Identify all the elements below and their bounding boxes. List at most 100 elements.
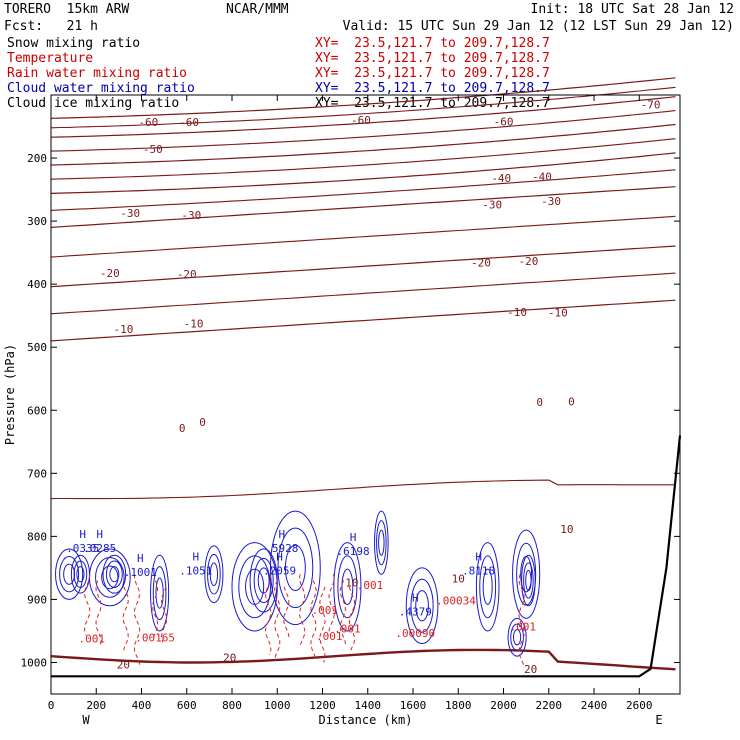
x-tick-label: 2600 [626,699,653,712]
isotherm-line [50,649,676,670]
rain-water-contour [319,586,326,663]
legend-cloudwater-name: Cloud water mixing ratio [7,81,195,96]
cloud-max-label: .6198 [336,545,369,558]
isotherm-line [50,299,676,342]
rain-water-contour [283,586,290,638]
isotherm-line [50,479,676,500]
cloud-water-contour [525,569,532,592]
y-tick-label: 700 [27,467,47,480]
cloud-max-marker: H [96,528,103,541]
isotherm-line [50,649,676,670]
isotherm-line [50,245,676,288]
y-axis-label: Pressure (hPa) [3,344,17,445]
x-tick-label: 0 [48,699,55,712]
cloud-water-contour [333,542,362,632]
rain-water-contour [518,574,525,666]
rain-label: .001 [510,621,537,634]
isotherm-label: -10 [184,317,204,330]
isotherm-label: -30 [482,199,502,212]
cloud-max-label: .5928 [265,542,298,555]
y-tick-label: 1000 [21,656,48,669]
cloud-water-contour [284,544,306,592]
isotherm-label: 10 [452,573,465,586]
isotherm-label: -10 [113,323,133,336]
cloud-water-contour [512,529,541,619]
isotherm-line [50,169,676,211]
cloud-water-contour [55,548,84,600]
y-tick-label: 200 [27,152,47,165]
isotherm-line [50,649,676,670]
rain-water-contour [122,586,129,653]
x-tick-label: 400 [132,699,152,712]
cloud-water-contour [410,578,434,633]
rain-water-contour [310,580,317,657]
isotherm-label: -10 [507,306,527,319]
x-tick-label: 1800 [445,699,472,712]
cloud-max-marker: H [412,591,419,604]
cloud-water-contour [415,590,429,622]
cloud-max-label: .8118 [462,564,495,577]
rain-water-contour [328,574,335,635]
cloud-water-contour [63,563,76,585]
isotherm-label: -60 [351,114,371,127]
rain-water-contour [348,586,356,653]
cloud-water-contour [150,554,170,632]
isotherm-label: -20 [177,268,197,281]
isotherm-line [50,123,676,166]
cloud-water-contour [374,510,389,575]
cloud-max-marker: H [350,531,357,544]
y-tick-label: 900 [27,593,47,606]
cloud-max-marker: H [137,552,144,565]
cloud-water-contour [102,554,127,594]
cloud-max-label: .0335 [66,542,99,555]
rain-label: .001 [357,579,384,592]
y-tick-label: 800 [27,530,47,543]
rain-label: .00090 [395,627,435,640]
forecast-hour: Fcst: 21 h [4,19,98,34]
isotherm-label: -40 [491,172,511,185]
cloud-max-marker: H [278,528,285,541]
isotherm-label: -50 [143,143,163,156]
cloud-water-contour [207,553,221,595]
y-tick-label: 600 [27,404,47,417]
cloud-water-contour [405,567,439,645]
rain-label: .00165 [135,631,175,644]
cloud-water-contour [155,577,164,609]
x-tick-label: 1200 [309,699,336,712]
rain-label: .001 [334,622,361,635]
y-tick-label: 500 [27,341,47,354]
x-tick-label: 1600 [400,699,427,712]
legend-snow-name: Snow mixing ratio [7,36,141,51]
cloud-water-contour [341,568,354,605]
y-tick-label: 300 [27,215,47,228]
east-endpoint-label: E [655,713,662,727]
cloud-water-contour [378,529,385,556]
legend-temp-name: Temperature [7,51,94,66]
isotherm-line [50,96,676,138]
rain-water-contour [83,574,91,635]
west-endpoint-label: W [82,713,90,727]
cloud-water-contour [95,556,125,598]
terrain-line [51,435,682,678]
cloud-water-contour [253,557,274,604]
legend-temp-xy: XY= 23.5,121.7 to 209.7,128.7 [315,51,550,66]
isotherm-line [50,649,676,670]
rain-label: .001 [312,604,339,617]
x-tick-label: 200 [86,699,106,712]
cloud-max-label: .2059 [263,564,296,577]
cloud-water-contour [376,520,387,566]
isotherm-label: -20 [518,255,538,268]
rain-water-contour [95,580,102,647]
cloud-water-contour [507,617,527,657]
init-time: Init: 18 UTC Sat 28 Jan 12 [530,2,735,17]
isotherm-line [50,648,676,671]
cloud-water-contour [337,555,358,619]
isotherm-label: 0 [179,422,186,435]
isotherm-label: -40 [532,170,552,183]
rain-water-contour [298,574,306,646]
rain-water-contour [264,574,272,656]
isotherm-line [50,86,676,129]
cloud-water-contour [105,560,123,588]
cloud-water-contour [204,545,224,604]
isotherm-label: 0 [536,396,543,409]
